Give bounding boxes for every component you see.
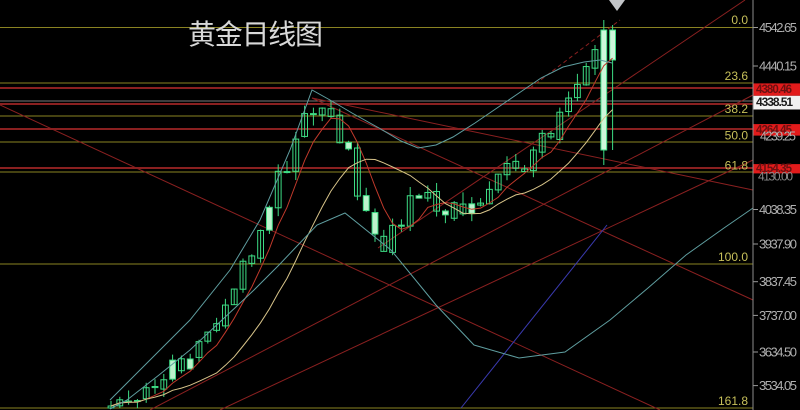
svg-text:4239.25: 4239.25 xyxy=(760,130,796,144)
svg-text:4130.00: 4130.00 xyxy=(758,170,793,184)
svg-text:3837.45: 3837.45 xyxy=(759,274,797,289)
svg-text:3937.90: 3937.90 xyxy=(759,237,797,252)
svg-text:23.6: 23.6 xyxy=(725,69,749,83)
svg-text:黄金日线图: 黄金日线图 xyxy=(188,19,323,50)
svg-text:4038.35: 4038.35 xyxy=(759,202,797,217)
svg-text:100.0: 100.0 xyxy=(718,250,748,264)
svg-text:3634.50: 3634.50 xyxy=(759,345,797,360)
svg-text:38.2: 38.2 xyxy=(725,102,749,116)
svg-text:61.8: 61.8 xyxy=(725,159,749,173)
svg-text:50.0: 50.0 xyxy=(725,129,749,143)
svg-text:0.0: 0.0 xyxy=(731,13,748,27)
svg-text:4542.65: 4542.65 xyxy=(759,20,797,35)
svg-text:3737.00: 3737.00 xyxy=(759,308,797,323)
svg-text:3534.05: 3534.05 xyxy=(759,378,797,393)
svg-text:4338.51: 4338.51 xyxy=(756,95,793,109)
svg-text:4440.15: 4440.15 xyxy=(759,59,797,74)
svg-text:161.8: 161.8 xyxy=(718,394,748,408)
